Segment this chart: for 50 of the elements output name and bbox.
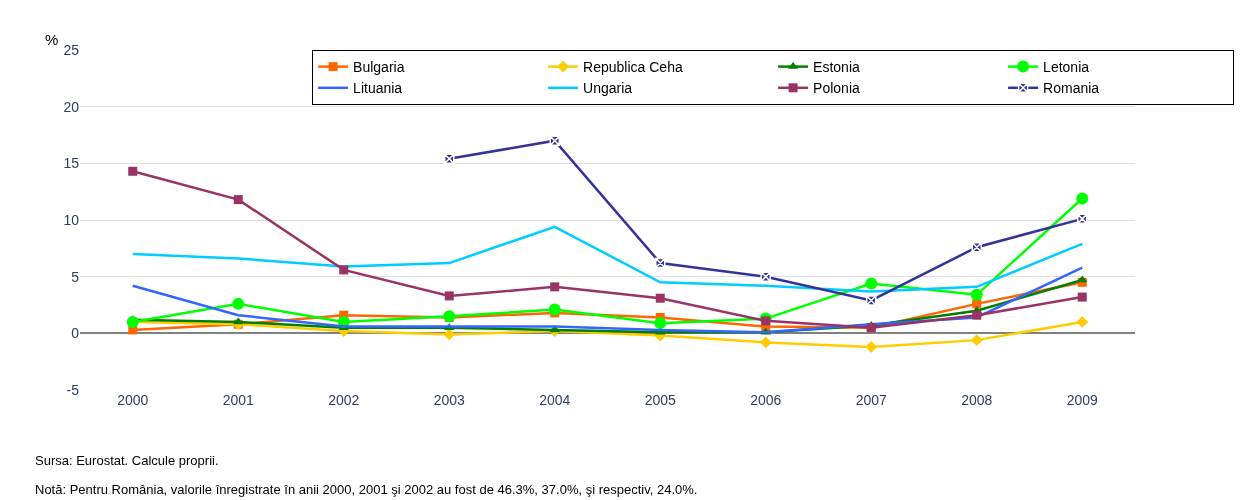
point — [654, 317, 667, 330]
legend-label: Letonia — [1043, 59, 1090, 76]
y-tick-label: -5 — [66, 381, 80, 398]
point — [1076, 316, 1089, 328]
x-tick-label: 2008 — [961, 392, 993, 408]
point — [970, 288, 983, 301]
y-tick-label: 25 — [63, 41, 80, 58]
y-tick-label: 10 — [63, 211, 80, 228]
x-tick-label: 2003 — [433, 392, 466, 408]
x-tick-label: 2004 — [539, 392, 571, 408]
x-tick-label: 2009 — [1066, 392, 1099, 408]
point — [759, 336, 772, 349]
legend-label: Estonia — [813, 59, 861, 76]
point — [866, 295, 877, 306]
point — [1077, 292, 1087, 302]
y-tick-label: 0 — [71, 325, 80, 342]
point — [550, 282, 560, 292]
x-tick-label: 2005 — [644, 392, 677, 408]
point — [233, 195, 243, 205]
legend-label: Ungaria — [583, 80, 633, 97]
point — [761, 316, 771, 326]
x-tick-label: 2001 — [222, 392, 255, 408]
point — [548, 303, 561, 316]
legend-label: Bulgaria — [353, 59, 405, 76]
legend-label: Romania — [1043, 80, 1100, 97]
point — [233, 317, 244, 325]
point — [865, 341, 878, 353]
x-tick-label: 2007 — [855, 392, 888, 408]
point — [444, 291, 454, 301]
legend-label: Polonia — [813, 80, 861, 97]
legend-label: Republica Ceha — [583, 59, 683, 76]
point — [232, 297, 245, 310]
point — [970, 334, 983, 346]
y-tick-label: 20 — [63, 98, 80, 115]
y-axis-title: % — [45, 31, 59, 48]
y-tick-label: 15 — [63, 155, 80, 172]
y-tick-label: 5 — [71, 268, 80, 285]
text: Sursa: Eurostat. Calcule proprii. — [35, 453, 219, 468]
point — [128, 166, 138, 176]
legend-label: Lituania — [353, 80, 403, 97]
point — [972, 310, 982, 320]
x-tick-label: 2002 — [328, 392, 360, 408]
point — [1077, 275, 1088, 283]
point — [339, 265, 349, 275]
x-tick-label: 2006 — [750, 392, 782, 408]
text: Notă: Pentru România, valorile înregistrate în anii 2000, 2001 şi 2002 au fost de 46.3%, 37.0%, şi respectiv, 24.0%. — [35, 482, 698, 497]
point — [1076, 192, 1089, 205]
point — [865, 277, 878, 290]
x-tick-label: 2000 — [117, 392, 149, 408]
point — [655, 293, 665, 303]
